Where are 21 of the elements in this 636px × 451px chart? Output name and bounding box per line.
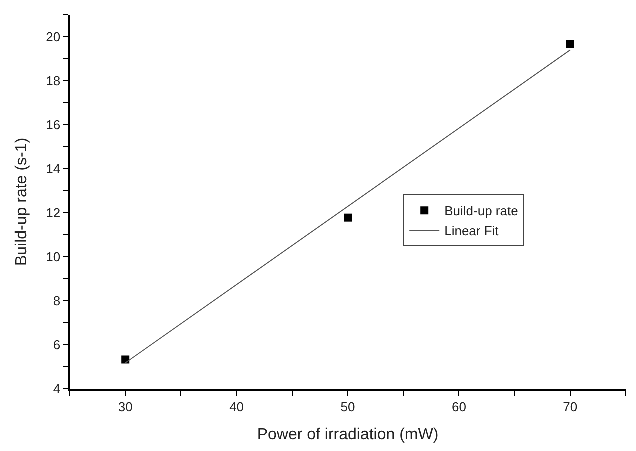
legend-label: Linear Fit: [444, 224, 500, 239]
point: [566, 40, 574, 48]
y-tick-label: 14: [46, 162, 61, 177]
x-tick-label: 60: [452, 399, 466, 414]
legend-label: Build-up rate: [444, 204, 518, 219]
y-tick-label: 10: [46, 250, 61, 265]
y-tick-label: 16: [46, 118, 61, 133]
y-tick-label: 20: [46, 30, 61, 45]
x-tick-label: 70: [563, 399, 578, 414]
y-tick-label: 18: [46, 74, 61, 89]
y-tick-label: 6: [53, 338, 61, 353]
y-tick-label: 8: [53, 294, 61, 309]
x-tick-label: 30: [118, 399, 133, 414]
x-axis-title: Power of irradiation (mW): [257, 426, 439, 444]
y-axis-title: Build-up rate (s-1): [14, 138, 31, 266]
y-tick-label: 12: [46, 206, 61, 221]
x-tick-label: 40: [230, 399, 244, 414]
x-tick-label: 50: [340, 399, 356, 414]
point: [344, 214, 352, 222]
y-tick-label: 4: [53, 382, 61, 397]
point: [122, 356, 130, 364]
